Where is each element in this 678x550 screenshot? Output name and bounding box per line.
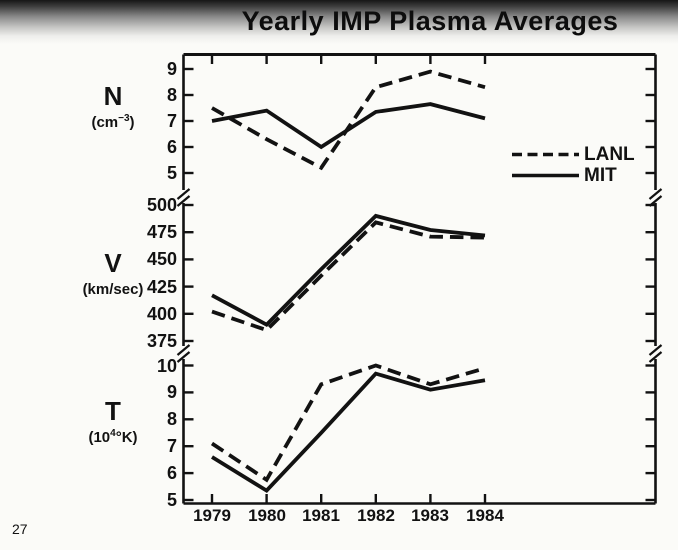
axis-break-gap: [179, 346, 188, 359]
y-tick-label: 375: [146, 331, 177, 351]
axis-break-slash: [176, 344, 191, 356]
series-t-lanl: [210, 363, 486, 483]
axis-break-slash: [648, 351, 663, 363]
panel-label-t: T (104°K): [58, 398, 168, 446]
axis-break-slash: [648, 188, 663, 200]
panel-t-unit: (104°K): [88, 428, 138, 446]
y-tick-label: 7: [166, 111, 177, 131]
axis-break-gap: [651, 190, 660, 203]
series-n-lanl: [211, 69, 486, 171]
x-tick-label-1980: 1980: [248, 506, 286, 525]
y-tick-label: 450: [146, 249, 177, 270]
axis-break-gap: [651, 346, 660, 359]
y-tick-label: 6: [166, 137, 177, 157]
axis-break-slash: [176, 195, 191, 207]
panel-n-unit: (cm−3): [91, 113, 135, 131]
panel-label-v: V (km/sec): [58, 250, 168, 298]
x-tick-label-1981: 1981: [302, 506, 340, 525]
x-tick-label-1982: 1982: [357, 506, 395, 525]
y-tick-label: 6: [166, 463, 177, 484]
series-n-mit: [211, 102, 486, 150]
x-tick-label-1979: 1979: [193, 506, 231, 525]
y-tick-label: 10: [156, 355, 177, 376]
y-tick-label: 5: [166, 490, 177, 510]
y-tick-label: 9: [166, 59, 177, 79]
y-tick-label: 400: [146, 303, 177, 324]
series-v-mit: [211, 213, 486, 328]
y-tick-label: 8: [166, 409, 177, 430]
y-tick-label: 7: [166, 436, 177, 457]
legend-label-lanl: LANL: [584, 144, 635, 165]
axis-break-slash: [176, 188, 191, 200]
y-tick-label: 475: [146, 222, 177, 243]
series-v-lanl: [211, 220, 486, 333]
axis-break-slash: [648, 195, 663, 207]
panel-v-unit: (km/sec): [82, 281, 144, 298]
x-tick-label-1984: 1984: [466, 506, 504, 525]
axis-break-gap: [179, 190, 188, 203]
legend-label-mit: MIT: [584, 165, 617, 186]
panel-label-n: N (cm−3): [58, 83, 168, 131]
panel-v-symbol: V: [104, 248, 122, 278]
scan-edge-shadow: [0, 0, 678, 44]
axis-break-slash: [648, 344, 663, 356]
y-tick-label: 425: [146, 276, 177, 297]
x-tick-label-1983: 1983: [411, 506, 449, 525]
page-number: 27: [12, 521, 28, 537]
series-t-mit: [211, 371, 486, 494]
panel-n-symbol: N: [103, 81, 123, 111]
panel-t-symbol: T: [105, 396, 121, 426]
y-tick-label: 500: [146, 195, 177, 215]
y-tick-label: 5: [166, 163, 177, 183]
axis-break-slash: [176, 351, 191, 363]
y-tick-label: 9: [166, 382, 177, 403]
y-tick-label: 8: [166, 85, 177, 105]
page-title: Yearly IMP Plasma Averages: [241, 6, 619, 36]
